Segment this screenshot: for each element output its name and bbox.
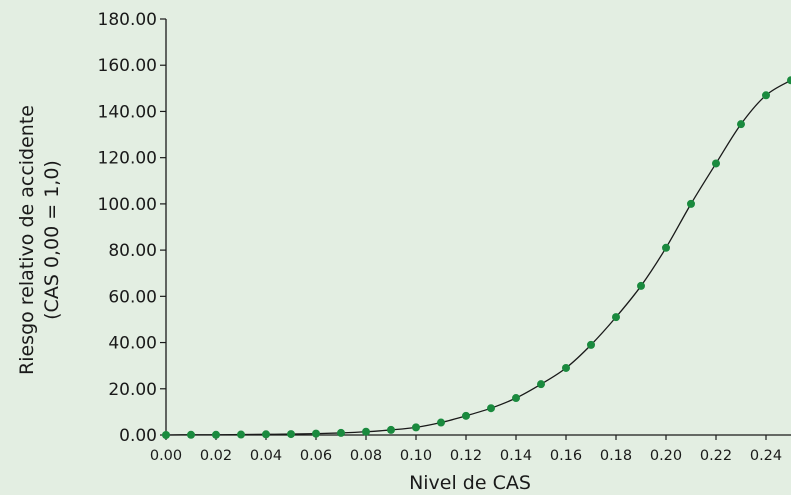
y-tick-label: 60.00 — [108, 287, 157, 307]
series-group — [162, 76, 791, 439]
data-point — [362, 427, 370, 436]
y-axis-title-line2: (CAS 0,00 = 1,0) — [41, 160, 63, 320]
x-tick-label: 0.22 — [700, 448, 732, 464]
data-point — [287, 430, 295, 439]
data-point — [712, 159, 720, 168]
data-point — [387, 425, 395, 434]
y-tick-label: 80.00 — [108, 241, 157, 261]
x-tick-label: 0.10 — [400, 448, 432, 464]
y-tick-label: 180.00 — [98, 10, 157, 30]
data-point — [462, 411, 470, 420]
data-point — [662, 243, 670, 252]
x-ticks: 0.00 0.02 0.04 0.06 0.08 0.10 0.12 0.14 0.16 0.18… — [150, 435, 782, 464]
y-tick-label: 20.00 — [108, 380, 157, 400]
x-tick-label: 0.14 — [500, 448, 532, 464]
data-point — [312, 429, 320, 438]
x-tick-label: 0.04 — [250, 448, 282, 464]
y-tick-label: 100.00 — [98, 195, 157, 215]
data-point — [787, 76, 791, 85]
y-tick-label: 120.00 — [98, 149, 157, 169]
x-tick-label: 0.20 — [650, 448, 682, 464]
y-tick-label: 40.00 — [108, 334, 157, 354]
data-point — [162, 431, 170, 439]
data-point — [587, 340, 595, 349]
data-point — [762, 91, 770, 100]
x-tick-label: 0.24 — [750, 448, 782, 464]
data-point — [637, 281, 645, 290]
y-ticks: 0.00 20.00 40.00 60.00 80.00 100.00 120.00 140.… — [98, 10, 166, 446]
y-axis-title-line1: Riesgo relativo de accidente — [16, 105, 38, 375]
series-line — [165, 79, 791, 436]
data-point — [437, 418, 445, 427]
data-point — [487, 404, 495, 413]
data-point — [262, 430, 270, 439]
x-tick-label: 0.12 — [450, 448, 482, 464]
x-tick-label: 0.16 — [550, 448, 582, 464]
data-point — [187, 430, 195, 439]
data-point — [237, 430, 245, 439]
x-tick-label: 0.08 — [350, 448, 382, 464]
x-tick-label: 0.02 — [200, 448, 232, 464]
x-axis-title: Nivel de CAS — [409, 472, 531, 494]
x-tick-label: 0.06 — [300, 448, 332, 464]
axes — [165, 19, 791, 436]
data-point — [737, 120, 745, 129]
data-point — [512, 394, 520, 403]
y-tick-label: 0.00 — [119, 426, 157, 446]
data-point — [537, 380, 545, 389]
x-tick-label: 0.18 — [600, 448, 632, 464]
x-tick-label: 0.00 — [150, 448, 182, 464]
y-tick-label: 160.00 — [98, 56, 157, 76]
data-point — [212, 430, 220, 439]
data-point — [562, 363, 570, 372]
data-point — [337, 428, 345, 437]
data-point — [687, 199, 695, 208]
data-point — [612, 313, 620, 322]
data-point — [412, 423, 420, 432]
y-tick-label: 140.00 — [98, 102, 157, 122]
